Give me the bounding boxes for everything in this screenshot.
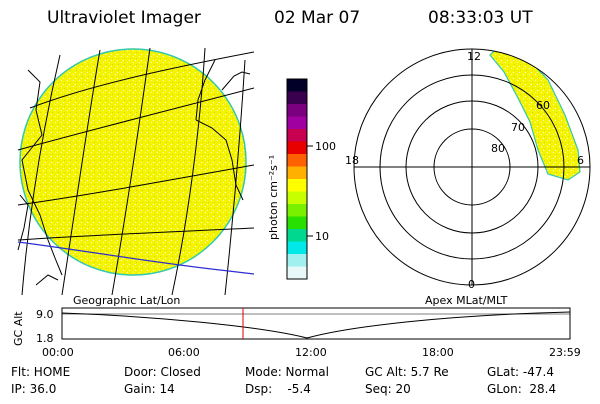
status-mode: Mode: Normal — [245, 365, 329, 379]
disk-edge — [19, 48, 247, 276]
coastline-blue — [17, 241, 254, 275]
status-gain: Gain: 14 — [124, 382, 175, 396]
colorbar-tick-10: 10 — [315, 230, 329, 243]
colorbar-band — [287, 116, 307, 130]
time-tick-1800: 18:00 — [422, 346, 454, 359]
alt-tick-low: 1.8 — [36, 332, 54, 345]
colorbar-band — [287, 241, 307, 255]
polar-plot: 12 18 6 0 60 70 80 — [345, 48, 591, 291]
alt-axis-label: GC Alt — [12, 311, 25, 346]
status-dsp: Dsp: -5.4 — [245, 382, 311, 396]
status-door: Door: Closed — [124, 365, 201, 379]
colorbar-band — [287, 91, 307, 105]
timeline-frame — [61, 307, 571, 340]
auroral-oval — [489, 49, 581, 181]
colorbar-band — [287, 179, 307, 192]
altitude-curve — [61, 311, 571, 339]
status-block: Flt: HOME IP: 36.0 Door: Closed Gain: 14… — [11, 365, 556, 396]
colorbar-tick-100: 100 — [315, 140, 336, 153]
colorbar-band — [287, 141, 307, 155]
mlt-0-label: 0 — [468, 278, 475, 291]
colorbar-band — [287, 216, 307, 230]
time-tick-0600: 06:00 — [168, 346, 200, 359]
status-flt: Flt: HOME — [11, 365, 70, 379]
mlat-60-label: 60 — [536, 99, 550, 112]
colorbar-band — [287, 154, 307, 167]
geographic-map — [17, 47, 254, 295]
colorbar-band — [287, 266, 307, 280]
time-tick-2359: 23:59 — [549, 346, 581, 359]
colorbar-band — [287, 191, 307, 205]
status-glat: GLat: -47.4 — [487, 365, 554, 379]
status-glon: GLon: 28.4 — [487, 382, 556, 396]
color-bar: 100 10 photon cm⁻²s⁻¹ — [267, 78, 336, 280]
time-tick-0000: 00:00 — [42, 346, 74, 359]
status-seq: Seq: 20 — [365, 382, 411, 396]
colorbar-unit-label: photon cm⁻²s⁻¹ — [267, 155, 280, 240]
mlt-6-label: 6 — [577, 154, 584, 167]
status-ip: IP: 36.0 — [11, 382, 56, 396]
time-tick-1200: 12:00 — [295, 346, 327, 359]
mlt-12-label: 12 — [467, 50, 481, 63]
mlat-70-label: 70 — [511, 121, 525, 134]
status-gc-alt: GC Alt: 5.7 Re — [365, 365, 449, 379]
date-label: 02 Mar 07 — [274, 8, 360, 28]
colorbar-band — [287, 79, 307, 92]
colorbar-band — [287, 129, 307, 142]
altitude-timeline: 9.0 1.8 GC Alt 00:00 06:00 12:00 18:00 2… — [12, 307, 581, 359]
mlt-18-label: 18 — [345, 154, 359, 167]
map-label: Geographic Lat/Lon — [73, 294, 180, 307]
colorbar-band — [287, 166, 307, 180]
colorbar-band — [287, 229, 307, 242]
polar-label: Apex MLat/MLT — [425, 294, 508, 307]
colorbar-band — [287, 254, 307, 267]
mlat-80-label: 80 — [491, 142, 505, 155]
colorbar-band — [287, 204, 307, 217]
alt-tick-high: 9.0 — [36, 308, 54, 321]
time-label: 08:33:03 UT — [428, 8, 533, 28]
colorbar-band — [287, 104, 307, 117]
app-title: Ultraviolet Imager — [47, 8, 201, 28]
